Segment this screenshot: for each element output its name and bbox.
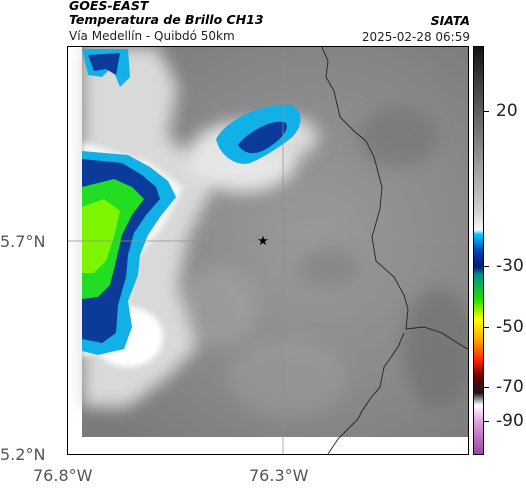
product-title: Temperatura de Brillo CH13: [69, 12, 264, 27]
yellow-green-core-storm: [82, 199, 120, 273]
datetime-label: 2025-02-28 06:59: [361, 30, 470, 44]
brightness-temperature-image: ★: [68, 47, 468, 454]
blue-core-top: [88, 53, 120, 75]
colorbar-tick: [484, 266, 489, 267]
department-border-south: [327, 332, 405, 454]
lat-label-south: 5.2°N: [0, 445, 46, 464]
source-label: SIATA: [430, 13, 470, 28]
colorbar-tick: [484, 111, 489, 112]
blue-cell-north: [238, 121, 287, 154]
colorbar-label-minus50: -50: [496, 317, 524, 337]
lon-label-west: 76.8°W: [33, 466, 93, 485]
colorbar-tick: [484, 387, 489, 388]
colorbar-label-20: 20: [496, 101, 518, 121]
colorbar-label-minus30: -30: [496, 256, 524, 276]
colorbar-label-minus90: -90: [496, 411, 524, 431]
lon-label-east: 76.3°W: [249, 466, 309, 485]
star-icon: ★: [257, 234, 269, 249]
department-border: [321, 47, 468, 350]
grey-texture: [178, 107, 468, 417]
colorbar-label-minus70: -70: [496, 377, 524, 397]
satellite-title: GOES-EAST: [69, 0, 149, 13]
colorbar: [473, 46, 484, 455]
route-subtitle: Vía Medellín - Quibdó 50km: [69, 29, 235, 43]
colorbar-tick: [484, 327, 489, 328]
colorbar-tick: [484, 421, 489, 422]
lat-label-north: 5.7°N: [0, 232, 46, 251]
colorbar-gradient: [474, 47, 483, 454]
satellite-map: ★: [67, 46, 469, 455]
